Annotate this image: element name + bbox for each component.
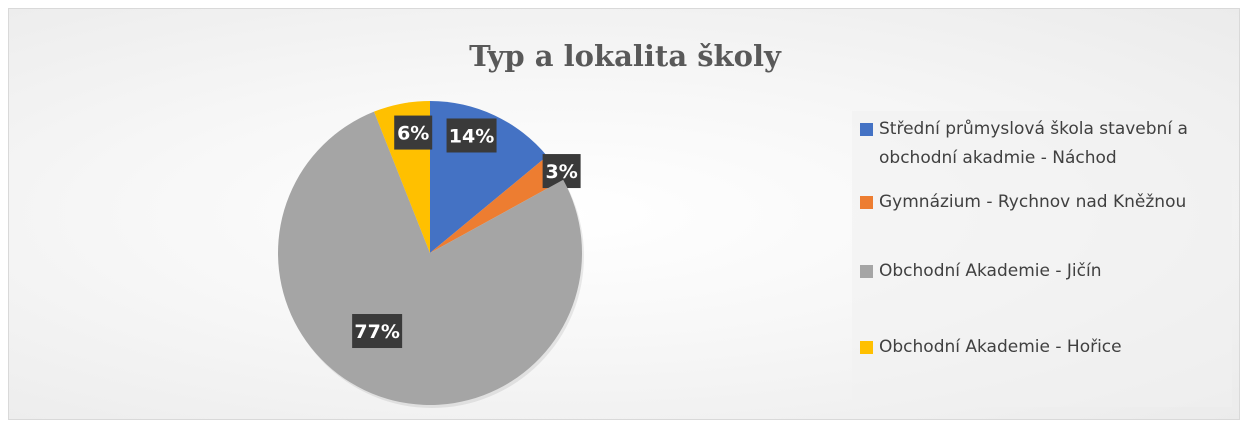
- legend-item: Obchodní Akademie - Jičín: [860, 257, 1219, 286]
- data-label-text: 3%: [545, 161, 577, 183]
- legend-label: Obchodní Akademie - Hořice: [879, 333, 1219, 362]
- data-label-text: 14%: [449, 125, 494, 147]
- data-label-text: 6%: [397, 123, 429, 145]
- chart-frame: Typ a lokalita školy 14% 3% 77% 6% Střední …: [8, 8, 1240, 420]
- legend-swatch: [860, 196, 873, 209]
- legend-item: Obchodní Akademie - Hořice: [860, 333, 1219, 362]
- legend-item: Střední průmyslová škola stavební a obch…: [860, 115, 1219, 173]
- legend-label: Střední průmyslová škola stavební a obch…: [879, 115, 1219, 173]
- legend-swatch: [860, 265, 873, 278]
- data-label: 6%: [394, 116, 432, 150]
- legend-label: Gymnázium - Rychnov nad Kněžnou: [879, 188, 1219, 217]
- legend-item: Gymnázium - Rychnov nad Kněžnou: [860, 188, 1219, 217]
- data-label-text: 77%: [354, 321, 399, 343]
- legend-swatch: [860, 341, 873, 354]
- chart-legend: Střední průmyslová škola stavební a obch…: [852, 111, 1232, 407]
- data-label: 77%: [352, 314, 402, 348]
- data-label: 14%: [447, 118, 497, 152]
- legend-label: Obchodní Akademie - Jičín: [879, 257, 1219, 286]
- legend-swatch: [860, 123, 873, 136]
